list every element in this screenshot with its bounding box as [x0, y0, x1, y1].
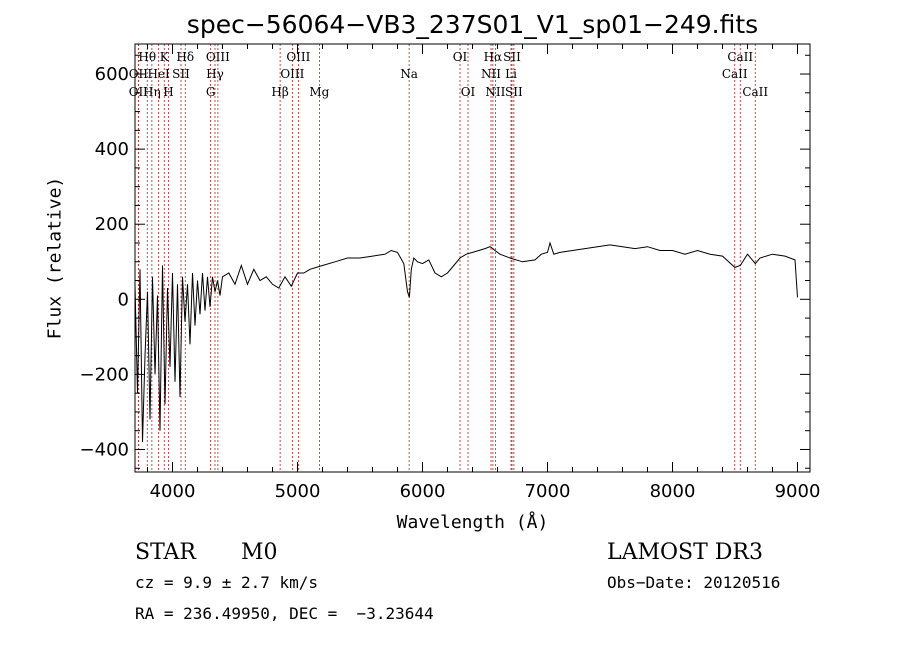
spectral-line-label-20: SII: [503, 50, 521, 64]
obs-date: Obs−Date: 20120516: [607, 573, 781, 592]
spectral-line-label-17: OI: [453, 50, 468, 64]
survey-label: LAMOST DR3: [607, 540, 763, 565]
spectral-line-label-16: Na: [400, 67, 418, 81]
spectral-line-label-10: Hγ: [206, 67, 224, 81]
x-tick-label-2: 6000: [400, 481, 446, 502]
spectral-line-label-4: Hη: [143, 85, 161, 99]
plot-frame: [134, 43, 811, 473]
spectral-line-label-26: CaII: [722, 67, 748, 81]
x-tick-label-0: 4000: [150, 481, 196, 502]
y-tick-label-2: 0: [118, 289, 129, 310]
spectral-line-label-19: Hα: [484, 50, 503, 64]
spectral-line-label-8: Hδ: [176, 50, 194, 64]
spectral-line-label-15: Mg: [309, 85, 329, 99]
spectral-line-label-14: Hβ: [271, 85, 288, 99]
x-tick-label-1: 5000: [275, 481, 321, 502]
y-tick-label-3: 200: [95, 214, 129, 235]
spectral-line-label-5: K: [160, 50, 170, 64]
ra-dec: RA = 236.49950, DEC = −3.23644: [135, 604, 434, 623]
spectral-line-label-0: Hθ: [138, 50, 156, 64]
y-axis-label: Flux (relative): [44, 177, 65, 340]
spectral-line-label-12: OIII: [286, 50, 310, 64]
spectral-line-label-25: CaII: [727, 50, 753, 64]
cz-value: cz = 9.9 ± 2.7 km/s: [135, 573, 319, 592]
spectral-line-label-11: G: [206, 85, 216, 99]
spectral-line-label-6: SII: [172, 67, 190, 81]
y-tick-label-1: −200: [80, 364, 129, 385]
x-axis-label: Wavelength (Å): [397, 511, 549, 533]
spectral-line-label-7: H: [163, 85, 173, 99]
subclass-label: M0: [241, 540, 278, 565]
spectral-line-label-23: NII: [485, 85, 505, 99]
spectral-line-label-27: CaII: [742, 85, 768, 99]
y-tick-label-5: 600: [95, 64, 129, 85]
spectral-line-label-24: SII: [505, 85, 523, 99]
axis-tick-labels: 4000 5000 6000 7000 8000 9000 −400 −200 0 200 400 6…: [80, 64, 821, 502]
x-tick-label-5: 9000: [775, 481, 821, 502]
spectral-line-label-22: Li: [505, 67, 517, 81]
spectral-line-label-2: HeI: [147, 67, 170, 81]
y-tick-label-4: 400: [95, 139, 129, 160]
x-tick-label-4: 8000: [650, 481, 696, 502]
spectral-line-label-18: OI: [461, 85, 476, 99]
class-label: STAR: [135, 540, 196, 565]
spectral-line-label-13: OIII: [280, 67, 304, 81]
spectral-line-label-21: NII: [481, 67, 501, 81]
x-tick-label-3: 7000: [525, 481, 571, 502]
chart-title: spec−56064−VB3_237S01_V1_sp01−249.fits: [187, 10, 758, 39]
spectral-lines: [137, 44, 756, 472]
spectral-line-label-9: OIII: [206, 50, 230, 64]
axis-ticks: [135, 44, 810, 472]
y-tick-label-0: −400: [80, 439, 129, 460]
spectral-line-label-3: OII: [129, 85, 149, 99]
spectrum-series-line: [134, 241, 798, 443]
